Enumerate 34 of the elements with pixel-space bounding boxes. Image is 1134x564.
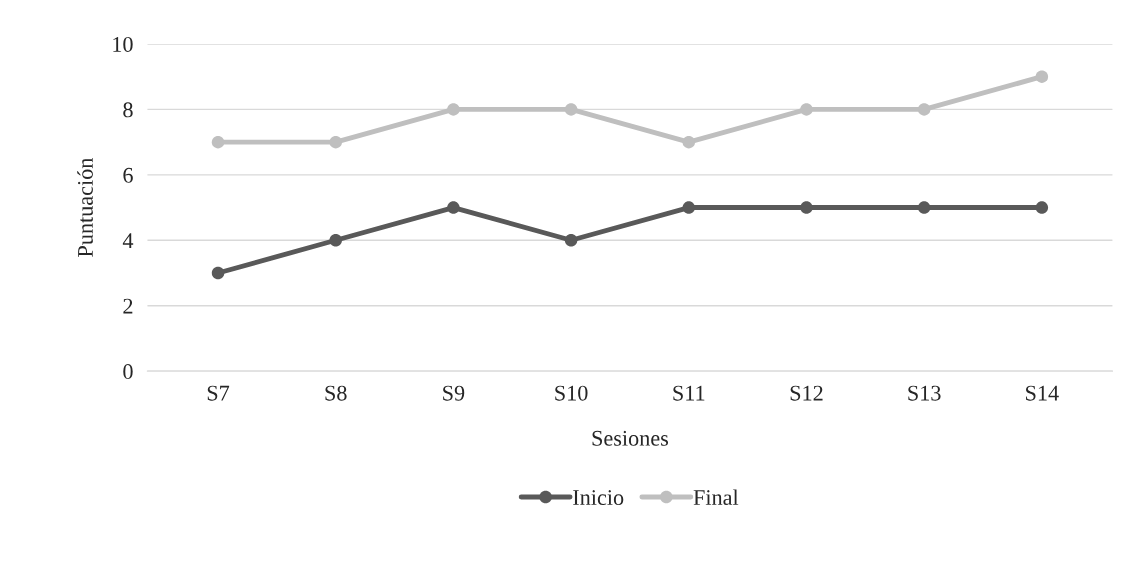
x-tick-label: S12 xyxy=(790,385,823,401)
point xyxy=(211,266,225,280)
point xyxy=(800,103,813,116)
y-tick-label: 10 xyxy=(113,36,133,52)
legend-label: Final xyxy=(693,489,739,506)
point xyxy=(917,201,931,214)
x-tick-label: S8 xyxy=(325,385,347,401)
x-tick-label: S11 xyxy=(673,385,705,401)
x-tick-label: S13 xyxy=(908,385,941,401)
point xyxy=(564,234,578,247)
x-tick-label: S10 xyxy=(555,385,588,401)
y-tick-label: 8 xyxy=(123,102,133,118)
point xyxy=(1035,70,1049,83)
point xyxy=(682,135,696,149)
y-tick-label: 6 xyxy=(123,167,133,183)
point xyxy=(329,234,342,247)
point xyxy=(447,201,460,214)
point xyxy=(447,103,460,116)
y-tick-label: 2 xyxy=(123,298,133,314)
y-tick-label: 4 xyxy=(122,233,134,248)
point xyxy=(329,135,342,149)
legend-label: Inicio xyxy=(573,490,624,506)
x-axis-title: Sesiones xyxy=(592,430,669,446)
point xyxy=(917,103,931,116)
y-tick-label: 0 xyxy=(123,364,133,380)
point xyxy=(1035,201,1049,214)
x-tick-label: S14 xyxy=(1026,385,1059,401)
point xyxy=(682,201,696,214)
x-tick-label: S7 xyxy=(207,385,230,401)
point xyxy=(564,103,578,116)
y-axis-title: Puntuación xyxy=(77,157,93,257)
point xyxy=(800,201,813,214)
point xyxy=(211,135,225,149)
x-tick-label: S9 xyxy=(443,385,465,401)
